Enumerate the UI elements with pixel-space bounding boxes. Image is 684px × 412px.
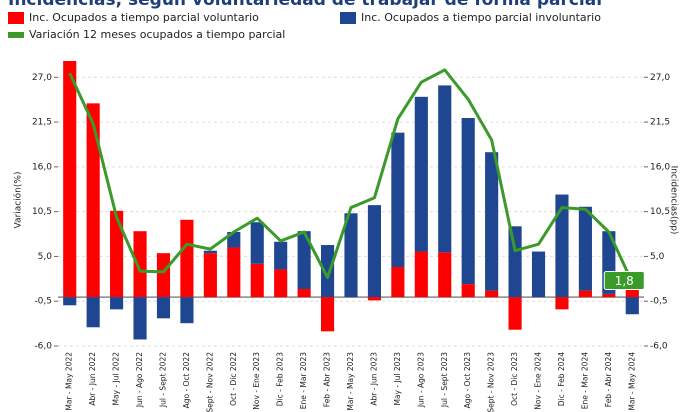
x-tick-label: Ene - Mar 2024 <box>580 352 589 409</box>
x-tick-label: Sept - Nov 2023 <box>487 352 496 412</box>
bar <box>250 222 264 264</box>
y2-tick-label: -6,0 <box>650 342 668 352</box>
bar <box>110 210 124 298</box>
bar <box>320 297 335 332</box>
x-tick-label: Nov - Ene 2023 <box>252 352 261 410</box>
y-tick-label: 27,0 <box>32 73 52 83</box>
bar <box>344 213 358 298</box>
bar <box>180 297 194 324</box>
x-tick-label: May - Jul 2023 <box>393 352 402 406</box>
x-tick-label: Feb - Abr 2023 <box>323 352 332 407</box>
bar <box>133 297 147 340</box>
bar <box>485 290 499 298</box>
bar <box>602 293 616 298</box>
bar <box>86 297 100 328</box>
bar <box>274 269 288 298</box>
legend-label: Variación 12 meses ocupados a tiempo par… <box>29 28 285 41</box>
bar <box>531 251 546 298</box>
x-tick-label: Abr - Jun 2022 <box>88 352 97 406</box>
bar <box>438 85 452 253</box>
x-tick-label: May - Jul 2022 <box>112 352 121 406</box>
bar <box>203 253 217 298</box>
bar <box>86 103 100 298</box>
bar <box>297 289 311 298</box>
x-tick-label: Jun - Ago 2023 <box>416 352 425 408</box>
bar <box>485 152 499 291</box>
legend-swatch <box>8 12 24 24</box>
y2-tick-label: 5,0 <box>650 252 665 262</box>
bar <box>508 226 522 298</box>
bar <box>414 96 428 252</box>
line <box>68 68 634 284</box>
legend-swatch <box>340 12 356 24</box>
y2-tick-label: 10,5 <box>650 207 670 217</box>
bar <box>133 231 147 298</box>
x-tick-label: Dic - Feb 2023 <box>276 352 285 406</box>
y2-tick-label: 21,5 <box>650 118 670 128</box>
x-tick-label: Ene - Mar 2023 <box>299 352 308 409</box>
y2-axis-label: Incidencias(pp) <box>669 166 679 235</box>
bar <box>461 284 475 298</box>
x-tick-label: Sept - Nov 2022 <box>205 352 214 412</box>
bar <box>63 61 77 298</box>
y-axis-label: Variación(%) <box>13 172 24 229</box>
y-tick-label: -6,0 <box>34 342 52 352</box>
bar <box>180 219 194 298</box>
bar <box>320 245 335 298</box>
y-tick-label: 10,5 <box>32 207 52 217</box>
bar <box>227 247 241 298</box>
y2-tick-label: 16,0 <box>650 162 670 172</box>
x-tick-label: Feb - Abr 2024 <box>604 352 613 407</box>
legend-swatch <box>8 32 24 38</box>
y-tick-label: -0,5 <box>34 297 52 307</box>
y2-tick-label: 27,0 <box>650 73 670 83</box>
x-tick-label: Oct - Dic 2023 <box>510 352 519 406</box>
bar <box>438 252 452 298</box>
bar <box>156 297 171 319</box>
x-tick-label: Jun - Ago 2022 <box>135 352 144 408</box>
bar <box>578 290 592 298</box>
bar <box>203 250 217 254</box>
bar <box>625 297 639 315</box>
legend-label: Inc. Ocupados a tiempo parcial voluntari… <box>29 11 259 24</box>
x-tick-label: Jul - Sept 2022 <box>158 352 167 408</box>
bar <box>250 263 264 298</box>
x-tick-label: Ago - Oct 2022 <box>182 352 191 409</box>
x-tick-label: Abr - Jun 2023 <box>369 352 378 406</box>
bar <box>555 297 569 310</box>
bar <box>367 297 382 301</box>
bar <box>156 253 171 298</box>
x-tick-label: Mar - May 2024 <box>627 352 636 411</box>
legend-label: Inc. Ocupados a tiempo parcial involunta… <box>361 11 601 24</box>
bar <box>414 251 428 298</box>
x-tick-label: Nov - Ene 2024 <box>534 352 543 410</box>
data-label: 1,8 <box>615 274 634 288</box>
x-tick-label: Oct - Dic 2022 <box>229 352 238 406</box>
bar <box>297 231 311 289</box>
bar <box>391 267 405 298</box>
bar <box>508 297 522 330</box>
chart-title: Incidencias, según voluntariedad de trab… <box>8 0 602 10</box>
bar <box>461 118 475 285</box>
bar <box>63 297 77 306</box>
x-tick-label: Jul - Sept 2023 <box>440 352 449 408</box>
bar <box>578 206 592 291</box>
x-tick-label: Dic - Feb 2024 <box>557 352 566 406</box>
y-tick-label: 5,0 <box>38 252 53 262</box>
bar <box>391 132 405 268</box>
bar <box>110 297 124 310</box>
data-label-box <box>603 270 645 290</box>
bar <box>367 205 382 298</box>
x-tick-label: Mar - May 2022 <box>65 352 74 411</box>
y2-tick-label: -0,5 <box>650 297 668 307</box>
y-tick-label: 16,0 <box>32 162 52 172</box>
bar <box>274 241 288 270</box>
y-tick-label: 21,5 <box>32 118 52 128</box>
x-tick-label: Ago - Oct 2023 <box>463 352 472 409</box>
x-tick-label: Mar - May 2023 <box>346 352 355 411</box>
bar <box>555 194 569 298</box>
